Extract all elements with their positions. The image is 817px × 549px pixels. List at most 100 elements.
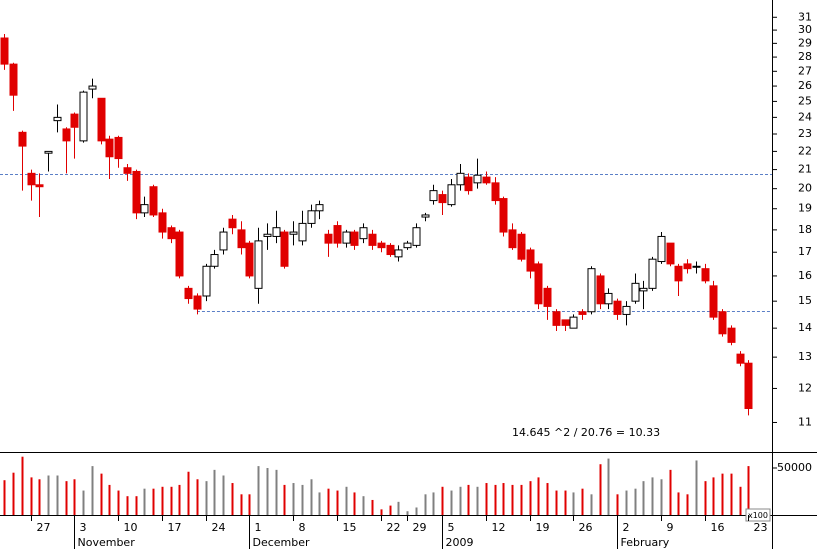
month-label: December	[253, 536, 311, 549]
candle-body	[27, 172, 36, 186]
y-tick-label: 17	[798, 245, 812, 258]
candle-body	[499, 198, 508, 233]
candle-body	[254, 240, 263, 289]
month-label: November	[78, 536, 136, 549]
y-tick-label: 27	[798, 64, 812, 77]
candle-body	[289, 231, 298, 235]
x-tick-label: 29	[413, 521, 427, 534]
x-tick-label: 1	[255, 521, 262, 534]
candle-body	[307, 210, 316, 224]
candle-body	[342, 231, 351, 244]
candle-body	[70, 113, 79, 128]
unit-box	[745, 508, 771, 522]
x-tick-label: 26	[579, 521, 593, 534]
candle-body	[193, 295, 202, 310]
volume-tick-label: 50000	[777, 461, 812, 474]
candle-body	[53, 116, 62, 122]
candle-body	[552, 311, 561, 326]
x-tick-label: 22	[387, 521, 401, 534]
candle-body	[105, 138, 114, 158]
candle-body	[386, 244, 395, 256]
y-tick-label: 25	[798, 94, 812, 107]
candle-body	[280, 231, 289, 267]
candle-body	[683, 263, 692, 270]
x-tick-label: 3	[80, 521, 87, 534]
candle-body	[149, 186, 158, 216]
candle-body	[202, 265, 211, 297]
x-tick-label: 23	[754, 521, 768, 534]
candle-body	[718, 311, 727, 335]
candle-body	[604, 292, 613, 305]
candle-body	[657, 235, 666, 263]
candle-body	[368, 233, 377, 246]
candle-body	[219, 231, 228, 251]
candle-body	[727, 327, 736, 343]
y-tick-label: 13	[798, 350, 812, 363]
x-tick-label: 24	[212, 521, 226, 534]
candle-body	[184, 287, 193, 300]
candle-body	[561, 319, 570, 326]
candle-body	[350, 231, 359, 246]
candle-body	[438, 194, 447, 204]
candle-body	[18, 131, 27, 147]
x-tick-label: 12	[492, 521, 506, 534]
y-tick-label: 24	[798, 110, 812, 123]
candle-body	[701, 268, 710, 282]
candle-body	[447, 184, 456, 206]
month-label: February	[621, 536, 670, 549]
x-tick-label: 17	[168, 521, 182, 534]
candle-body	[613, 300, 622, 315]
candle-body	[237, 229, 246, 249]
x-tick-label: 5	[448, 521, 455, 534]
candle-body	[569, 316, 578, 329]
candle-body	[709, 285, 718, 318]
candle-body	[35, 184, 44, 188]
candle-body	[263, 233, 272, 237]
y-tick-label: 15	[798, 294, 812, 307]
y-tick-label: 18	[798, 223, 812, 236]
candle-body	[210, 254, 219, 267]
candle-body	[359, 227, 368, 240]
candle-body	[639, 287, 648, 292]
y-tick-label: 21	[798, 163, 812, 176]
x-tick-label: 10	[124, 521, 138, 534]
candle-body	[79, 91, 88, 142]
x-tick-label: 16	[711, 521, 725, 534]
candle-body	[473, 174, 482, 184]
x-tick-label: 9	[667, 521, 674, 534]
candle-body	[421, 214, 430, 218]
candle-body	[464, 176, 473, 192]
candle-body	[88, 85, 97, 90]
candle-body	[228, 218, 237, 229]
candle-body	[114, 136, 123, 160]
candle-body	[666, 242, 675, 265]
x-tick-label: 27	[37, 521, 51, 534]
candle-body	[298, 222, 307, 242]
candle-body	[674, 265, 683, 282]
candle-body	[333, 225, 342, 244]
y-tick-label: 16	[798, 269, 812, 282]
candle-body	[62, 128, 71, 142]
x-tick-label: 19	[536, 521, 550, 534]
candle-body	[377, 242, 386, 249]
candle-body	[587, 268, 596, 313]
candle-body	[543, 287, 552, 307]
month-label: 2009	[446, 536, 474, 549]
candle-body	[315, 204, 324, 212]
candle-body	[456, 172, 465, 186]
candle-body	[158, 212, 167, 233]
candle-body	[429, 190, 438, 202]
candle-body	[245, 242, 254, 277]
candle-body	[692, 265, 701, 268]
y-tick-label: 26	[798, 79, 812, 92]
candle-body	[491, 182, 500, 202]
candle-body	[123, 167, 132, 174]
y-tick-label: 22	[798, 144, 812, 157]
candle-body	[140, 204, 149, 214]
y-tick-label: 31	[798, 10, 812, 23]
y-tick-label: 19	[798, 202, 812, 215]
y-tick-label: 29	[798, 36, 812, 49]
y-tick-label: 11	[798, 415, 812, 428]
